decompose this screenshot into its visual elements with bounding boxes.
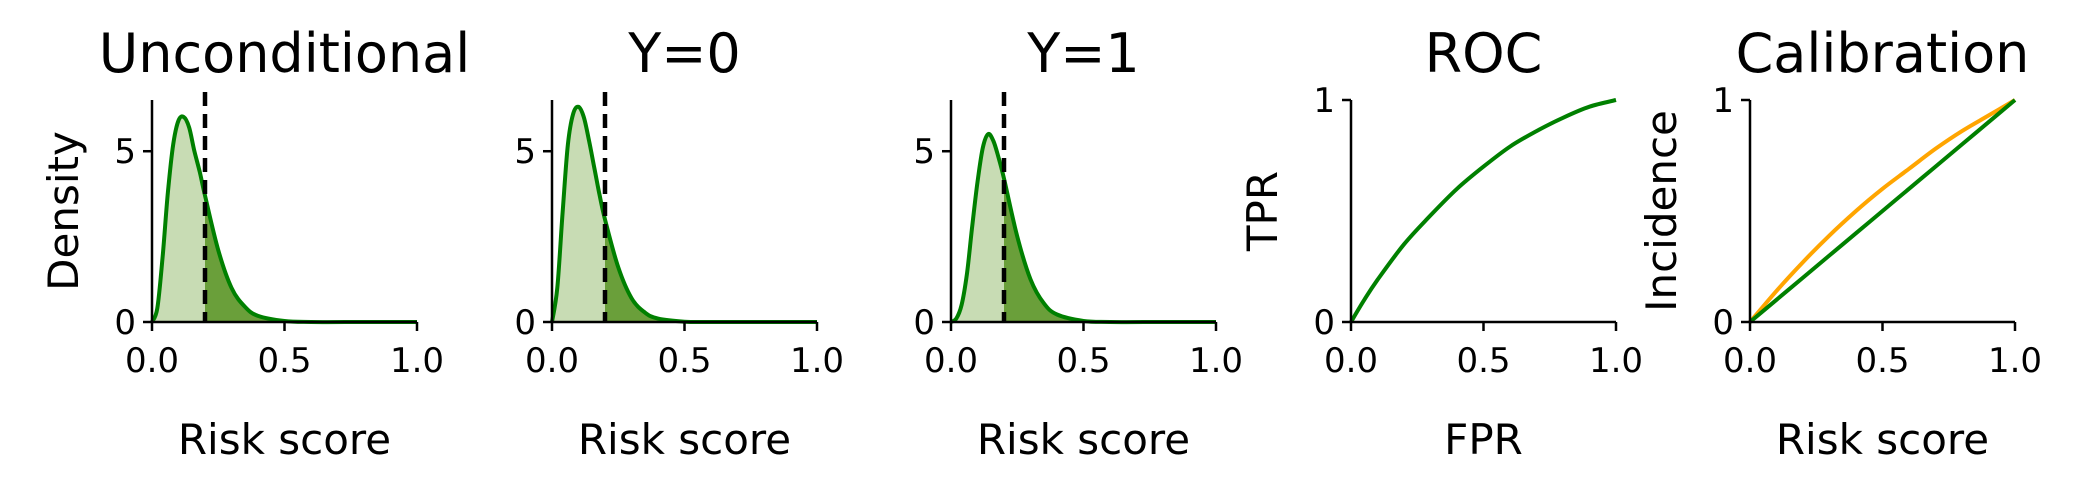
panel-title: Unconditional [99,22,471,85]
y-tick-label: 1 [1712,81,1734,121]
panel-0: Unconditional 0.0 0.5 1.0 0 5 Risk score Densit… [39,22,470,464]
area-below-threshold [152,116,206,322]
panel-2: Y=1 0.0 0.5 1.0 0 5 Risk score [913,22,1243,464]
panel-title: ROC [1425,22,1543,85]
x-axis-label: FPR [1444,415,1523,464]
series-line-0 [1349,98,1617,324]
x-axis-label: Risk score [178,415,391,464]
y-tick-label: 0 [1313,303,1335,343]
x-tick-label: 0.0 [1723,341,1777,381]
x-tick-label: 0.0 [525,341,579,381]
panel-4: Calibration 0.0 0.5 1.0 0 1 Risk score Incidenc… [1637,22,2042,464]
y-tick-label: 5 [114,132,136,172]
x-tick-label: 0.5 [1056,341,1110,381]
panel-title: Y=1 [1026,22,1140,85]
area-below-threshold [951,133,1005,322]
x-tick-label: 0.5 [1855,341,1909,381]
x-tick-label: 0.5 [657,341,711,381]
x-tick-label: 1.0 [790,341,844,381]
area-above-threshold [1004,178,1216,323]
y-tick-label: 0 [514,303,536,343]
panel-title: Y=0 [627,22,741,85]
y-axis-label: TPR [1238,171,1287,252]
y-axis-label: Incidence [1637,110,1686,312]
y-tick-label: 0 [913,303,935,343]
x-tick-label: 1.0 [390,341,444,381]
area-below-threshold [552,106,606,322]
x-axis-label: Risk score [977,415,1190,464]
y-tick-label: 5 [514,132,536,172]
y-tick-label: 0 [1712,303,1734,343]
area-above-threshold [205,195,417,323]
x-tick-label: 1.0 [1589,341,1643,381]
y-tick-label: 1 [1313,81,1335,121]
x-tick-label: 0.5 [1456,341,1510,381]
y-axis-label: Density [39,131,88,291]
x-axis-label: Risk score [1776,415,1989,464]
y-tick-label: 5 [913,132,935,172]
y-tick-label: 0 [114,303,136,343]
x-tick-label: 0.0 [924,341,978,381]
panel-3: ROC 0.0 0.5 1.0 0 1 FPR TPR [1238,22,1643,464]
x-tick-label: 0.0 [1324,341,1378,381]
x-tick-label: 1.0 [1189,341,1243,381]
panel-title: Calibration [1736,22,2030,85]
series-line-0 [1748,98,2017,324]
area-above-threshold [605,219,817,323]
x-axis-label: Risk score [578,415,791,464]
x-tick-label: 1.0 [1988,341,2042,381]
x-tick-label: 0.5 [257,341,311,381]
x-tick-label: 0.0 [125,341,179,381]
series-line-1 [1748,98,2017,324]
panel-1: Y=0 0.0 0.5 1.0 0 5 Risk score [514,22,844,464]
